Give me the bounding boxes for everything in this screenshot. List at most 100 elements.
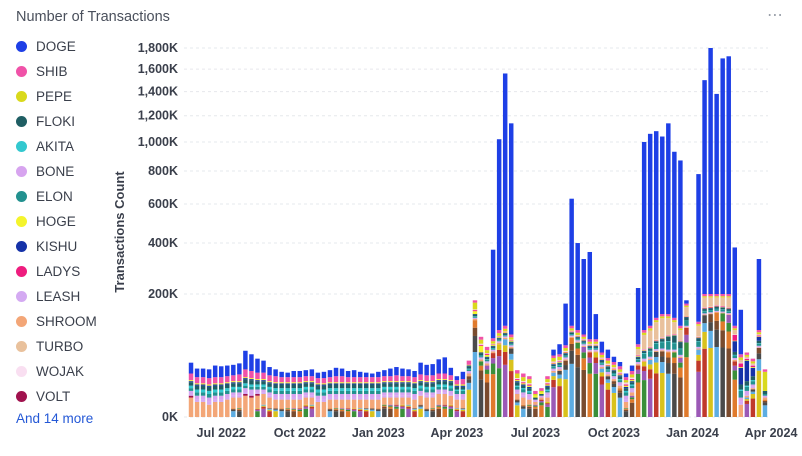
bar-segment-hoge[interactable] <box>545 384 550 386</box>
bar-segment-hoge[interactable] <box>442 379 448 381</box>
bar-segment-bone[interactable] <box>388 392 393 396</box>
bar-segment-leash[interactable] <box>611 378 617 380</box>
bar-segment-leash[interactable] <box>363 397 369 400</box>
bar-segment-akita[interactable] <box>376 388 381 391</box>
bar-segment-elon[interactable] <box>267 389 272 393</box>
bar-segment-floki[interactable] <box>472 314 478 317</box>
bar-segment-turbo[interactable] <box>629 377 635 379</box>
bar-segment-floki[interactable] <box>508 342 514 344</box>
bar-segment-elon[interactable] <box>297 390 303 394</box>
other-series-segment[interactable] <box>617 392 623 398</box>
bar-segment-doge[interactable] <box>496 139 502 331</box>
bar-segment-hoge[interactable] <box>388 381 393 383</box>
bar-segment-floki[interactable] <box>261 381 266 385</box>
bar-segment-elon[interactable] <box>400 389 405 393</box>
other-series-segment[interactable] <box>708 314 713 323</box>
bar-segment-doge[interactable] <box>732 247 738 326</box>
bar-segment-hoge[interactable] <box>569 331 574 333</box>
bar-segment-leash[interactable] <box>212 399 218 402</box>
bar-segment-elon[interactable] <box>333 390 339 394</box>
bar-segment-doge[interactable] <box>194 368 200 378</box>
bar-segment-wojak[interactable] <box>684 315 689 317</box>
bar-segment-akita[interactable] <box>557 364 562 366</box>
bar-segment-bone[interactable] <box>237 392 242 396</box>
bar-segment-ladys[interactable] <box>502 331 508 333</box>
bar-segment-hoge[interactable] <box>587 345 593 346</box>
other-series-segment[interactable] <box>478 379 484 417</box>
bar-segment-elon[interactable] <box>442 386 448 390</box>
bar-segment-shib[interactable] <box>388 376 393 382</box>
bar-segment-floki[interactable] <box>527 388 532 391</box>
bar-segment-doge[interactable] <box>696 174 701 322</box>
other-series-segment[interactable] <box>593 363 599 374</box>
bar-segment-ladys[interactable] <box>744 358 750 360</box>
bar-segment-shib[interactable] <box>321 378 327 384</box>
bar-segment-ladys[interactable] <box>563 351 568 353</box>
bar-segment-akita[interactable] <box>345 388 351 391</box>
bar-segment-leash[interactable] <box>200 399 206 402</box>
bar-segment-turbo[interactable] <box>575 334 580 336</box>
bar-segment-pepe[interactable] <box>738 357 744 360</box>
bar-segment-kishu[interactable] <box>605 366 611 368</box>
bar-segment-doge[interactable] <box>255 358 260 373</box>
other-series-segment[interactable] <box>660 356 665 363</box>
bar-segment-shib[interactable] <box>569 325 574 329</box>
bar-segment-doge[interactable] <box>641 141 647 331</box>
bar-segment-hoge[interactable] <box>702 308 707 309</box>
bar-segment-leash[interactable] <box>466 372 472 374</box>
bar-segment-shroom[interactable] <box>647 358 653 360</box>
bar-segment-kishu[interactable] <box>641 350 647 352</box>
bar-segment-turbo[interactable] <box>617 371 623 373</box>
bar-segment-ladys[interactable] <box>726 307 731 309</box>
bar-segment-pepe[interactable] <box>762 371 768 391</box>
bar-segment-elon[interactable] <box>382 389 387 393</box>
bar-segment-doge[interactable] <box>605 349 611 359</box>
other-series-segment[interactable] <box>521 404 526 406</box>
bar-segment-kishu[interactable] <box>261 380 266 382</box>
bar-segment-pepe[interactable] <box>696 324 701 326</box>
bar-segment-shroom[interactable] <box>345 399 351 409</box>
bar-segment-wojak[interactable] <box>750 364 756 366</box>
bar-segment-akita[interactable] <box>255 384 260 387</box>
bar-segment-kishu[interactable] <box>315 384 321 386</box>
other-series-segment[interactable] <box>267 408 272 410</box>
bar-segment-hoge[interactable] <box>261 379 266 381</box>
bar-segment-shib[interactable] <box>243 369 248 378</box>
bar-segment-doge[interactable] <box>508 123 514 335</box>
bar-segment-pepe[interactable] <box>641 332 647 335</box>
bar-segment-doge[interactable] <box>333 367 339 377</box>
bar-segment-akita[interactable] <box>382 386 387 390</box>
other-series-segment[interactable] <box>672 363 677 374</box>
bar-segment-doge[interactable] <box>720 58 725 295</box>
bar-segment-shib[interactable] <box>430 375 435 382</box>
bar-segment-floki[interactable] <box>496 338 502 340</box>
bar-segment-pepe[interactable] <box>629 374 635 378</box>
other-series-segment[interactable] <box>345 408 351 410</box>
other-series-segment[interactable] <box>418 405 423 407</box>
bar-segment-ladys[interactable] <box>472 310 478 312</box>
bar-segment-turbo[interactable] <box>684 306 689 316</box>
bar-segment-akita[interactable] <box>291 388 296 391</box>
bar-segment-leash[interactable] <box>617 384 623 386</box>
bar-segment-shroom[interactable] <box>206 404 212 417</box>
bar-segment-shroom[interactable] <box>545 397 550 402</box>
bar-segment-akita[interactable] <box>243 383 248 386</box>
bar-segment-wojak[interactable] <box>708 306 713 307</box>
other-series-segment[interactable] <box>714 320 719 330</box>
bar-segment-shib[interactable] <box>303 376 309 382</box>
bar-segment-hoge[interactable] <box>508 340 514 342</box>
other-series-segment[interactable] <box>376 408 381 410</box>
bar-segment-ladys[interactable] <box>641 349 647 351</box>
bar-segment-hoge[interactable] <box>303 381 309 383</box>
bar-segment-shroom[interactable] <box>309 397 315 405</box>
bar-segment-ladys[interactable] <box>629 379 635 381</box>
bar-segment-floki[interactable] <box>478 353 484 356</box>
other-series-segment[interactable] <box>708 347 713 417</box>
other-series-segment[interactable] <box>684 342 689 358</box>
other-series-segment[interactable] <box>291 411 296 417</box>
bar-segment-leash[interactable] <box>376 397 381 400</box>
bar-segment-floki[interactable] <box>750 376 756 381</box>
other-series-segment[interactable] <box>678 377 683 417</box>
bar-segment-kishu[interactable] <box>225 383 230 385</box>
bar-segment-floki[interactable] <box>321 385 327 390</box>
